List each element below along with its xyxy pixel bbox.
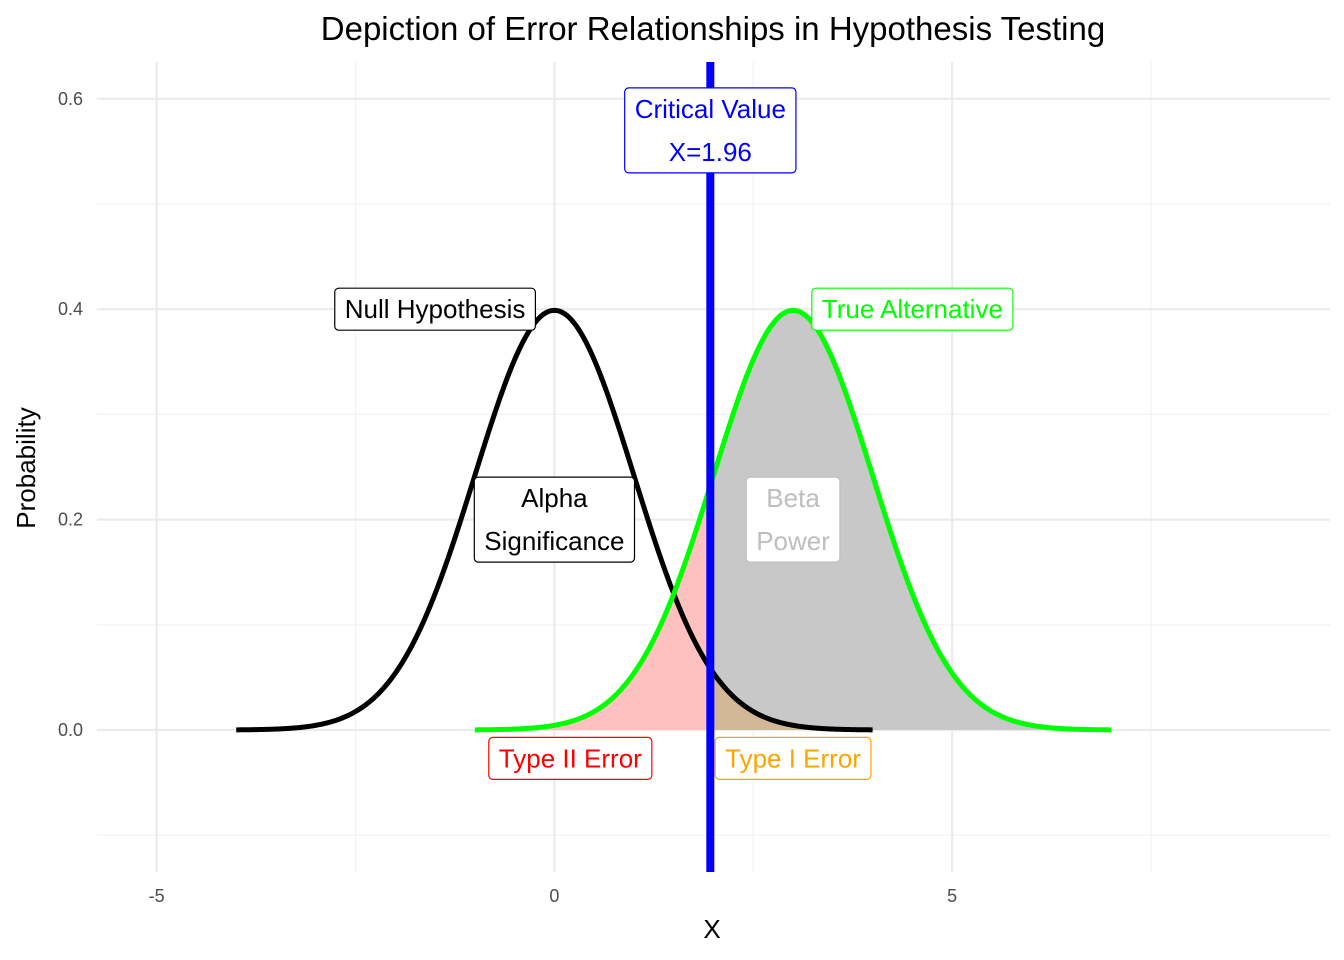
label-null-label: Null Hypothesis — [334, 287, 537, 331]
x-tick-label: -5 — [149, 886, 165, 906]
label-null-label-line: Null Hypothesis — [345, 294, 526, 324]
y-tick-label: 0.4 — [58, 299, 83, 319]
x-tick-label: 0 — [549, 886, 559, 906]
shaded-region-type2 — [474, 485, 711, 730]
label-type2-label-line: Type II Error — [499, 743, 642, 773]
label-alt-label-box — [811, 287, 1014, 331]
chart-title: Depiction of Error Relationships in Hypo… — [321, 10, 1105, 47]
density-curves — [235, 307, 1112, 733]
label-alpha-line: Significance — [484, 526, 624, 556]
label-type1-label-line: Type I Error — [725, 743, 861, 773]
label-alpha-box — [473, 476, 636, 563]
density-curve-alt — [474, 307, 1112, 733]
label-beta-line: Beta — [766, 483, 820, 513]
label-critical-line: Critical Value — [635, 94, 786, 124]
shaded-region-type1 — [710, 668, 873, 730]
label-critical: Critical Value X=1.96 — [624, 87, 797, 174]
label-type1-label-box — [714, 736, 872, 780]
density-curve-null — [235, 307, 873, 733]
y-axis-title: Probability — [11, 407, 41, 528]
label-type2-label-box — [488, 736, 653, 780]
x-tick-label: 5 — [947, 886, 957, 906]
label-beta-box — [745, 476, 841, 563]
label-beta-line: Power — [756, 526, 830, 556]
annotation-labels: Critical Value X=1.96 Null Hypothesis True … — [334, 87, 1014, 780]
label-type1-label: Type I Error — [714, 736, 872, 780]
label-critical-line: X=1.96 — [669, 137, 752, 167]
label-null-label-box — [334, 287, 537, 331]
label-alt-label: True Alternative — [811, 287, 1014, 331]
label-alt-label-line: True Alternative — [822, 294, 1003, 324]
y-tick-label: 0.0 — [58, 720, 83, 740]
y-tick-label: 0.2 — [58, 510, 83, 530]
label-critical-box — [624, 87, 797, 174]
x-axis-title: X — [703, 914, 720, 944]
shaded-region-power — [710, 310, 1112, 730]
label-type2-label: Type II Error — [488, 736, 653, 780]
label-beta: Beta Power — [745, 476, 841, 563]
y-tick-label: 0.6 — [58, 89, 83, 109]
shaded-areas — [474, 310, 1112, 730]
label-alpha-line: Alpha — [521, 483, 588, 513]
label-alpha: Alpha Significance — [473, 476, 636, 563]
tick-labels: -5 0 5 0.0 0.2 0.4 0.6 — [58, 89, 957, 906]
